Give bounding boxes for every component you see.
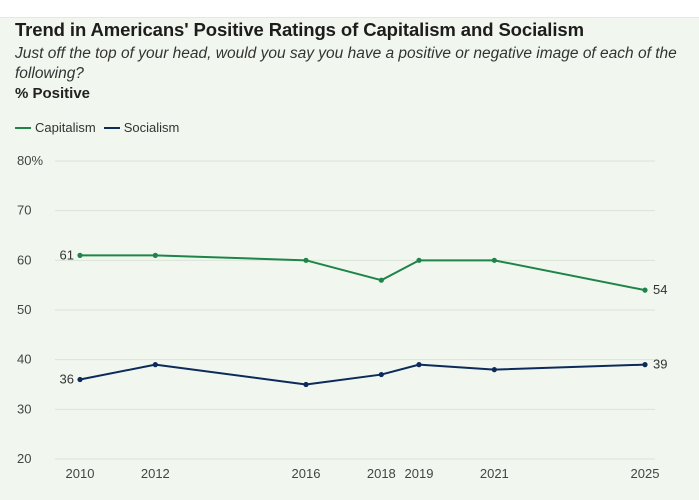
data-point-capitalism-2012 xyxy=(152,252,158,258)
x-tick-label-2021: 2021 xyxy=(480,466,509,481)
y-tick-label-70: 70 xyxy=(17,203,31,218)
series-line-socialism xyxy=(79,363,646,386)
x-tick-label-2010: 2010 xyxy=(66,466,95,481)
data-label-socialism-start: 36 xyxy=(60,372,74,387)
measure-label: % Positive xyxy=(15,85,91,102)
chart-title: Trend in Americans' Positive Ratings of … xyxy=(15,19,584,40)
legend-item-capitalism: Capitalism xyxy=(15,120,96,135)
x-tick-label-2012: 2012 xyxy=(141,466,170,481)
chart-legend: Capitalism Socialism xyxy=(15,120,179,135)
y-tick-label-50: 50 xyxy=(17,302,31,317)
data-point-socialism-2018 xyxy=(378,371,384,378)
chart-subtitle: Just off the top of your head, would you… xyxy=(15,45,677,82)
x-tick-label-2019: 2019 xyxy=(405,466,434,481)
legend-label-capitalism: Capitalism xyxy=(35,120,96,135)
data-label-socialism-end: 39 xyxy=(653,357,667,372)
y-tick-label-80: 80% xyxy=(17,153,43,168)
y-tick-label-20: 20 xyxy=(17,451,31,466)
data-point-capitalism-2018 xyxy=(378,277,384,283)
x-tick-label-2016: 2016 xyxy=(292,466,321,481)
data-point-socialism-2025 xyxy=(642,362,648,368)
data-point-capitalism-2025 xyxy=(642,287,648,293)
data-point-socialism-2010 xyxy=(77,376,83,383)
data-point-socialism-2019 xyxy=(416,362,422,368)
x-tick-label-2018: 2018 xyxy=(367,466,396,481)
legend-item-socialism: Socialism xyxy=(103,120,180,135)
data-point-socialism-2012 xyxy=(152,362,158,368)
y-tick-label-40: 40 xyxy=(17,352,31,367)
data-point-capitalism-2019 xyxy=(416,257,422,263)
data-point-capitalism-2021 xyxy=(491,257,497,263)
data-point-socialism-2016 xyxy=(303,381,309,388)
data-label-capitalism-start: 61 xyxy=(60,247,74,262)
legend-swatch-capitalism xyxy=(15,126,31,129)
data-point-socialism-2021 xyxy=(491,367,497,373)
data-point-capitalism-2016 xyxy=(303,257,309,263)
x-tick-label-2025: 2025 xyxy=(631,466,660,481)
top-bar xyxy=(0,0,699,18)
data-label-capitalism-end: 54 xyxy=(653,282,667,297)
y-tick-label-60: 60 xyxy=(17,252,31,267)
legend-swatch-socialism xyxy=(103,126,120,129)
y-tick-label-30: 30 xyxy=(17,401,31,416)
data-point-capitalism-2010 xyxy=(77,252,83,258)
legend-label-socialism: Socialism xyxy=(123,120,180,135)
